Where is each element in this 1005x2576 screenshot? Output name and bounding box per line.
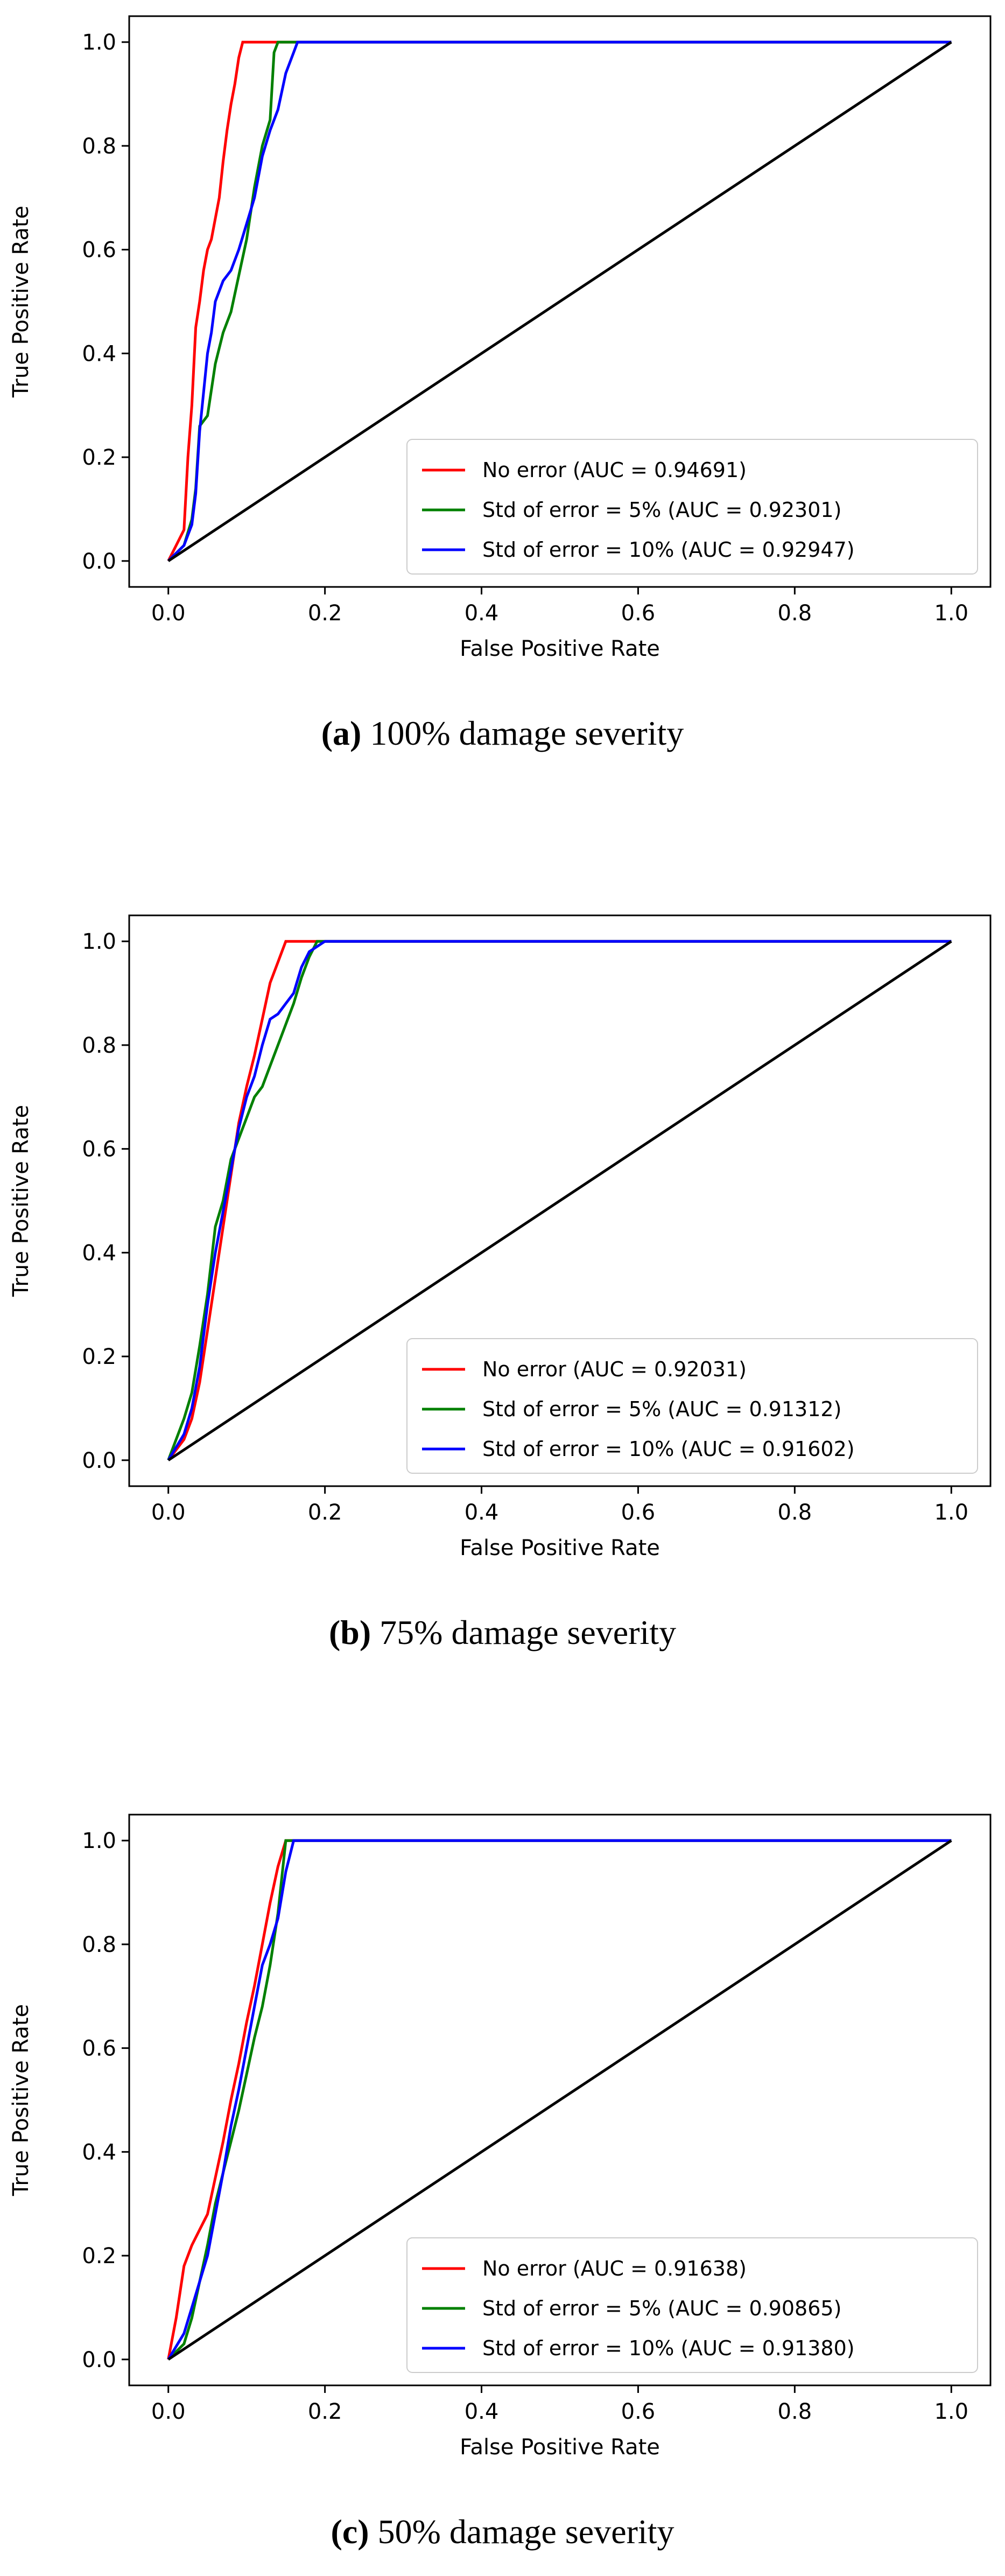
series-group-a [167,40,952,562]
legend-b: No error (AUC = 0.92031) Std of error = 5… [406,1338,978,1474]
legend-box-a [406,439,978,575]
y-tick-label-a-3: 0.6 [82,238,116,263]
x-tick-label-b-5: 1.0 [934,1500,968,1525]
legend-label-b-1: Std of error = 5% (AUC = 0.91312) [482,1397,841,1421]
x-tick-label-c-2: 0.4 [465,2399,499,2424]
x-axis-label-b: False Positive Rate [460,1536,660,1560]
x-tick-label-a-0: 0.0 [151,601,186,626]
plot-frame-c [128,1814,992,2386]
chart-panel-a: 0.0 0.2 0.4 0.6 0.8 1.0 0.0 0.2 0.4 0.6 0.8 1.0 Fals… [0,0,1005,775]
x-tick-label-b-3: 0.6 [621,1500,656,1525]
chart-panel-b: 0.0 0.2 0.4 0.6 0.8 1.0 0.0 0.2 0.4 0.6 0.8 1.0 Fals… [0,899,1005,1675]
roc-chart-a: 0.0 0.2 0.4 0.6 0.8 1.0 0.0 0.2 0.4 0.6 0.8 1.0 Fals… [9,15,992,661]
x-tick-label-c-5: 1.0 [934,2399,968,2424]
series-group-c [167,1839,952,2361]
legend-box-b [406,1338,978,1474]
series-line-c-0 [167,1839,952,2360]
caption-b-label: (b) [328,1613,371,1651]
x-tick-label-c-4: 0.8 [778,2399,812,2424]
legend-box-c [406,2237,978,2373]
x-tick-label-b-1: 0.2 [308,1500,342,1525]
y-tick-label-b-2: 0.4 [82,1241,116,1265]
legend-label-c-0: No error (AUC = 0.91638) [482,2257,747,2280]
legend-label-a-2: Std of error = 10% (AUC = 0.92947) [482,538,855,562]
series-line-a-2 [167,40,952,562]
y-tick-label-b-3: 0.6 [82,1137,116,1162]
y-tick-label-c-3: 0.6 [82,2036,116,2061]
y-tick-label-b-1: 0.2 [82,1345,116,1369]
roc-chart-b: 0.0 0.2 0.4 0.6 0.8 1.0 0.0 0.2 0.4 0.6 0.8 1.0 Fals… [9,914,992,1560]
x-tick-label-c-0: 0.0 [151,2399,186,2424]
caption-b: (b) 75% damage severity [0,1613,1005,1653]
chart-panel-c: 0.0 0.2 0.4 0.6 0.8 1.0 0.0 0.2 0.4 0.6 0.8 1.0 Fals… [0,1798,1005,2574]
x-tick-label-b-0: 0.0 [151,1500,186,1525]
y-axis-label-c: True Positive Rate [9,2004,33,2196]
y-tick-label-b-4: 0.8 [82,1033,116,1058]
diagonal-line-a [167,41,952,562]
legend-label-a-1: Std of error = 5% (AUC = 0.92301) [482,498,841,522]
legend-label-c-1: Std of error = 5% (AUC = 0.90865) [482,2297,841,2320]
diagonal-line-c [167,1839,952,2361]
y-tick-label-a-5: 1.0 [82,30,116,55]
y-tick-label-c-4: 0.8 [82,1933,116,1957]
x-tick-label-a-3: 0.6 [621,601,656,626]
roc-chart-c: 0.0 0.2 0.4 0.6 0.8 1.0 0.0 0.2 0.4 0.6 0.8 1.0 Fals… [9,1814,992,2460]
caption-c-text: 50% damage severity [377,2512,674,2551]
x-axis-label-a: False Positive Rate [460,636,660,661]
x-tick-label-b-2: 0.4 [465,1500,499,1525]
x-tick-label-a-4: 0.8 [778,601,812,626]
y-tick-label-c-2: 0.4 [82,2140,116,2165]
caption-c-label: (c) [331,2512,369,2551]
series-line-a-0 [167,40,952,562]
x-axis-label-c: False Positive Rate [460,2435,660,2460]
legend-label-b-2: Std of error = 10% (AUC = 0.91602) [482,1437,855,1461]
x-tick-label-b-4: 0.8 [778,1500,812,1525]
y-tick-label-b-5: 1.0 [82,929,116,954]
series-line-c-2 [167,1839,952,2361]
y-tick-label-a-4: 0.8 [82,134,116,159]
legend-a: No error (AUC = 0.94691) Std of error = 5… [406,439,978,575]
series-group-b [167,940,952,1461]
x-tick-label-c-3: 0.6 [621,2399,656,2424]
series-line-b-2 [167,940,952,1461]
y-tick-label-c-0: 0.0 [82,2348,116,2372]
caption-b-text: 75% damage severity [379,1613,677,1651]
caption-c: (c) 50% damage severity [0,2512,1005,2552]
series-line-c-1 [167,1839,952,2361]
legend-label-c-2: Std of error = 10% (AUC = 0.91380) [482,2336,855,2360]
series-line-b-1 [167,940,952,1461]
diagonal-line-b [167,940,952,1461]
legend-label-b-0: No error (AUC = 0.92031) [482,1357,747,1381]
y-axis-label-a: True Positive Rate [9,206,33,398]
x-tick-label-c-1: 0.2 [308,2399,342,2424]
caption-a-label: (a) [321,714,362,752]
y-tick-label-a-1: 0.2 [82,445,116,470]
x-tick-label-a-1: 0.2 [308,601,342,626]
y-tick-label-b-0: 0.0 [82,1448,116,1473]
legend-label-a-0: No error (AUC = 0.94691) [482,458,747,482]
caption-a: (a) 100% damage severity [0,713,1005,753]
plot-frame-b [128,914,992,1487]
y-tick-label-a-0: 0.0 [82,549,116,574]
legend-c: No error (AUC = 0.91638) Std of error = 5… [406,2237,978,2373]
y-tick-label-a-2: 0.4 [82,341,116,366]
x-tick-label-a-5: 1.0 [934,601,968,626]
y-axis-label-b: True Positive Rate [9,1105,33,1297]
x-tick-label-a-2: 0.4 [465,601,499,626]
caption-a-text: 100% damage severity [370,714,684,752]
y-tick-label-c-5: 1.0 [82,1829,116,1853]
y-tick-label-c-1: 0.2 [82,2244,116,2269]
plot-frame-a [128,15,992,588]
